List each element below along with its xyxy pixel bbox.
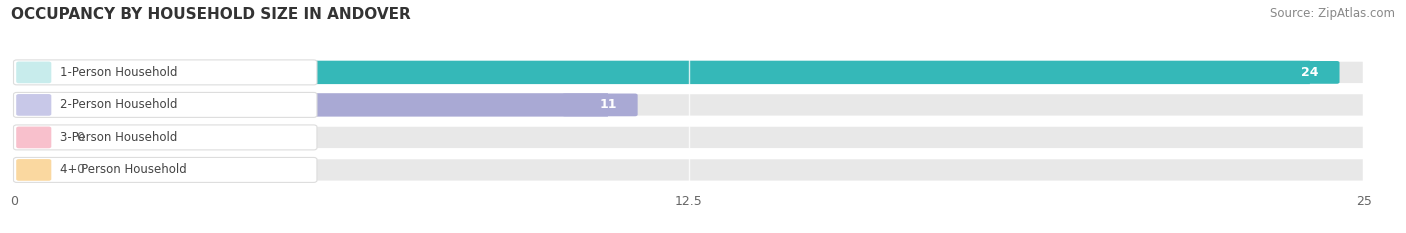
Text: 0: 0 xyxy=(76,163,84,176)
FancyBboxPatch shape xyxy=(17,94,51,116)
FancyBboxPatch shape xyxy=(17,159,51,181)
Text: 3-Person Household: 3-Person Household xyxy=(60,131,177,144)
FancyBboxPatch shape xyxy=(14,126,1364,149)
FancyBboxPatch shape xyxy=(14,93,607,116)
FancyBboxPatch shape xyxy=(1264,61,1340,84)
Text: 24: 24 xyxy=(1301,66,1319,79)
FancyBboxPatch shape xyxy=(17,127,51,148)
Text: OCCUPANCY BY HOUSEHOLD SIZE IN ANDOVER: OCCUPANCY BY HOUSEHOLD SIZE IN ANDOVER xyxy=(11,7,411,22)
FancyBboxPatch shape xyxy=(14,93,316,117)
FancyBboxPatch shape xyxy=(17,62,51,83)
Text: 11: 11 xyxy=(599,98,617,111)
FancyBboxPatch shape xyxy=(14,158,316,182)
FancyBboxPatch shape xyxy=(14,61,1310,84)
Text: Source: ZipAtlas.com: Source: ZipAtlas.com xyxy=(1270,7,1395,20)
Text: 4+ Person Household: 4+ Person Household xyxy=(60,163,187,176)
Text: 2-Person Household: 2-Person Household xyxy=(60,98,177,111)
FancyBboxPatch shape xyxy=(562,93,638,116)
FancyBboxPatch shape xyxy=(14,158,63,182)
FancyBboxPatch shape xyxy=(14,126,63,149)
FancyBboxPatch shape xyxy=(14,93,1364,116)
Text: 0: 0 xyxy=(76,131,84,144)
FancyBboxPatch shape xyxy=(14,61,1364,84)
FancyBboxPatch shape xyxy=(14,125,316,150)
Text: 1-Person Household: 1-Person Household xyxy=(60,66,177,79)
FancyBboxPatch shape xyxy=(14,60,316,85)
FancyBboxPatch shape xyxy=(14,158,1364,182)
